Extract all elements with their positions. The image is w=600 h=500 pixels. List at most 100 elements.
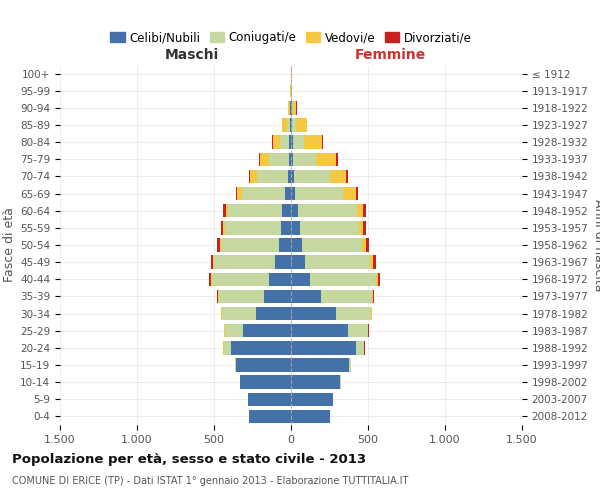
- Bar: [213, 256, 214, 269]
- Bar: [236, 187, 237, 200]
- Bar: [243, 324, 291, 338]
- Bar: [291, 136, 293, 149]
- Bar: [329, 170, 346, 183]
- Bar: [248, 392, 291, 406]
- Y-axis label: Anni di nascita: Anni di nascita: [592, 198, 600, 291]
- Bar: [287, 118, 290, 132]
- Bar: [346, 170, 348, 183]
- Bar: [260, 152, 269, 166]
- Bar: [291, 392, 333, 406]
- Bar: [256, 307, 291, 320]
- Bar: [357, 204, 363, 218]
- Bar: [291, 376, 340, 389]
- Bar: [237, 187, 242, 200]
- Bar: [272, 136, 280, 149]
- Bar: [291, 272, 310, 286]
- Bar: [291, 170, 294, 183]
- Bar: [249, 170, 250, 183]
- Bar: [212, 272, 269, 286]
- Bar: [359, 221, 363, 234]
- Bar: [363, 204, 366, 218]
- Bar: [294, 170, 329, 183]
- Bar: [291, 341, 356, 354]
- Bar: [275, 256, 291, 269]
- Bar: [223, 221, 225, 234]
- Bar: [377, 272, 380, 286]
- Bar: [291, 204, 298, 218]
- Bar: [372, 290, 373, 303]
- Bar: [228, 204, 282, 218]
- Bar: [264, 290, 291, 303]
- Bar: [316, 152, 336, 166]
- Bar: [293, 136, 304, 149]
- Bar: [349, 358, 351, 372]
- Bar: [281, 221, 291, 234]
- Bar: [242, 187, 285, 200]
- Bar: [289, 152, 291, 166]
- Bar: [291, 358, 349, 372]
- Bar: [305, 256, 370, 269]
- Bar: [370, 256, 373, 269]
- Bar: [292, 101, 293, 114]
- Bar: [282, 204, 291, 218]
- Bar: [291, 221, 300, 234]
- Bar: [226, 204, 228, 218]
- Bar: [322, 136, 323, 149]
- Bar: [356, 341, 364, 354]
- Bar: [291, 410, 330, 423]
- Bar: [300, 221, 359, 234]
- Bar: [269, 272, 291, 286]
- Bar: [304, 136, 322, 149]
- Bar: [240, 376, 291, 389]
- Bar: [296, 118, 307, 132]
- Bar: [293, 152, 316, 166]
- Bar: [283, 118, 287, 132]
- Bar: [250, 410, 291, 423]
- Bar: [290, 118, 291, 132]
- Bar: [376, 272, 377, 286]
- Bar: [217, 290, 218, 303]
- Bar: [231, 341, 291, 354]
- Bar: [209, 272, 211, 286]
- Bar: [371, 307, 373, 320]
- Bar: [343, 187, 356, 200]
- Bar: [280, 136, 289, 149]
- Legend: Celibi/Nubili, Coniugati/e, Vedovi/e, Divorziati/e: Celibi/Nubili, Coniugati/e, Vedovi/e, Di…: [107, 28, 475, 48]
- Bar: [291, 118, 292, 132]
- Bar: [291, 256, 305, 269]
- Bar: [225, 221, 281, 234]
- Bar: [269, 152, 289, 166]
- Bar: [348, 324, 368, 338]
- Bar: [222, 307, 256, 320]
- Bar: [302, 238, 362, 252]
- Bar: [291, 307, 335, 320]
- Bar: [336, 152, 338, 166]
- Text: Maschi: Maschi: [164, 48, 219, 62]
- Bar: [291, 152, 293, 166]
- Bar: [259, 152, 260, 166]
- Y-axis label: Fasce di età: Fasce di età: [3, 208, 16, 282]
- Text: COMUNE DI ERICE (TP) - Dati ISTAT 1° gennaio 2013 - Elaborazione TUTTITALIA.IT: COMUNE DI ERICE (TP) - Dati ISTAT 1° gen…: [12, 476, 409, 486]
- Bar: [214, 256, 275, 269]
- Bar: [292, 118, 296, 132]
- Bar: [217, 238, 220, 252]
- Bar: [223, 204, 226, 218]
- Bar: [257, 170, 287, 183]
- Bar: [221, 238, 278, 252]
- Bar: [235, 358, 236, 372]
- Bar: [218, 290, 264, 303]
- Bar: [250, 170, 257, 183]
- Bar: [291, 238, 302, 252]
- Bar: [211, 256, 213, 269]
- Text: Femmine: Femmine: [355, 48, 426, 62]
- Bar: [225, 324, 243, 338]
- Bar: [290, 101, 291, 114]
- Bar: [288, 101, 290, 114]
- Bar: [293, 101, 296, 114]
- Bar: [291, 101, 292, 114]
- Text: Popolazione per età, sesso e stato civile - 2013: Popolazione per età, sesso e stato civil…: [12, 452, 366, 466]
- Bar: [291, 324, 348, 338]
- Bar: [287, 170, 291, 183]
- Bar: [236, 358, 291, 372]
- Bar: [220, 238, 221, 252]
